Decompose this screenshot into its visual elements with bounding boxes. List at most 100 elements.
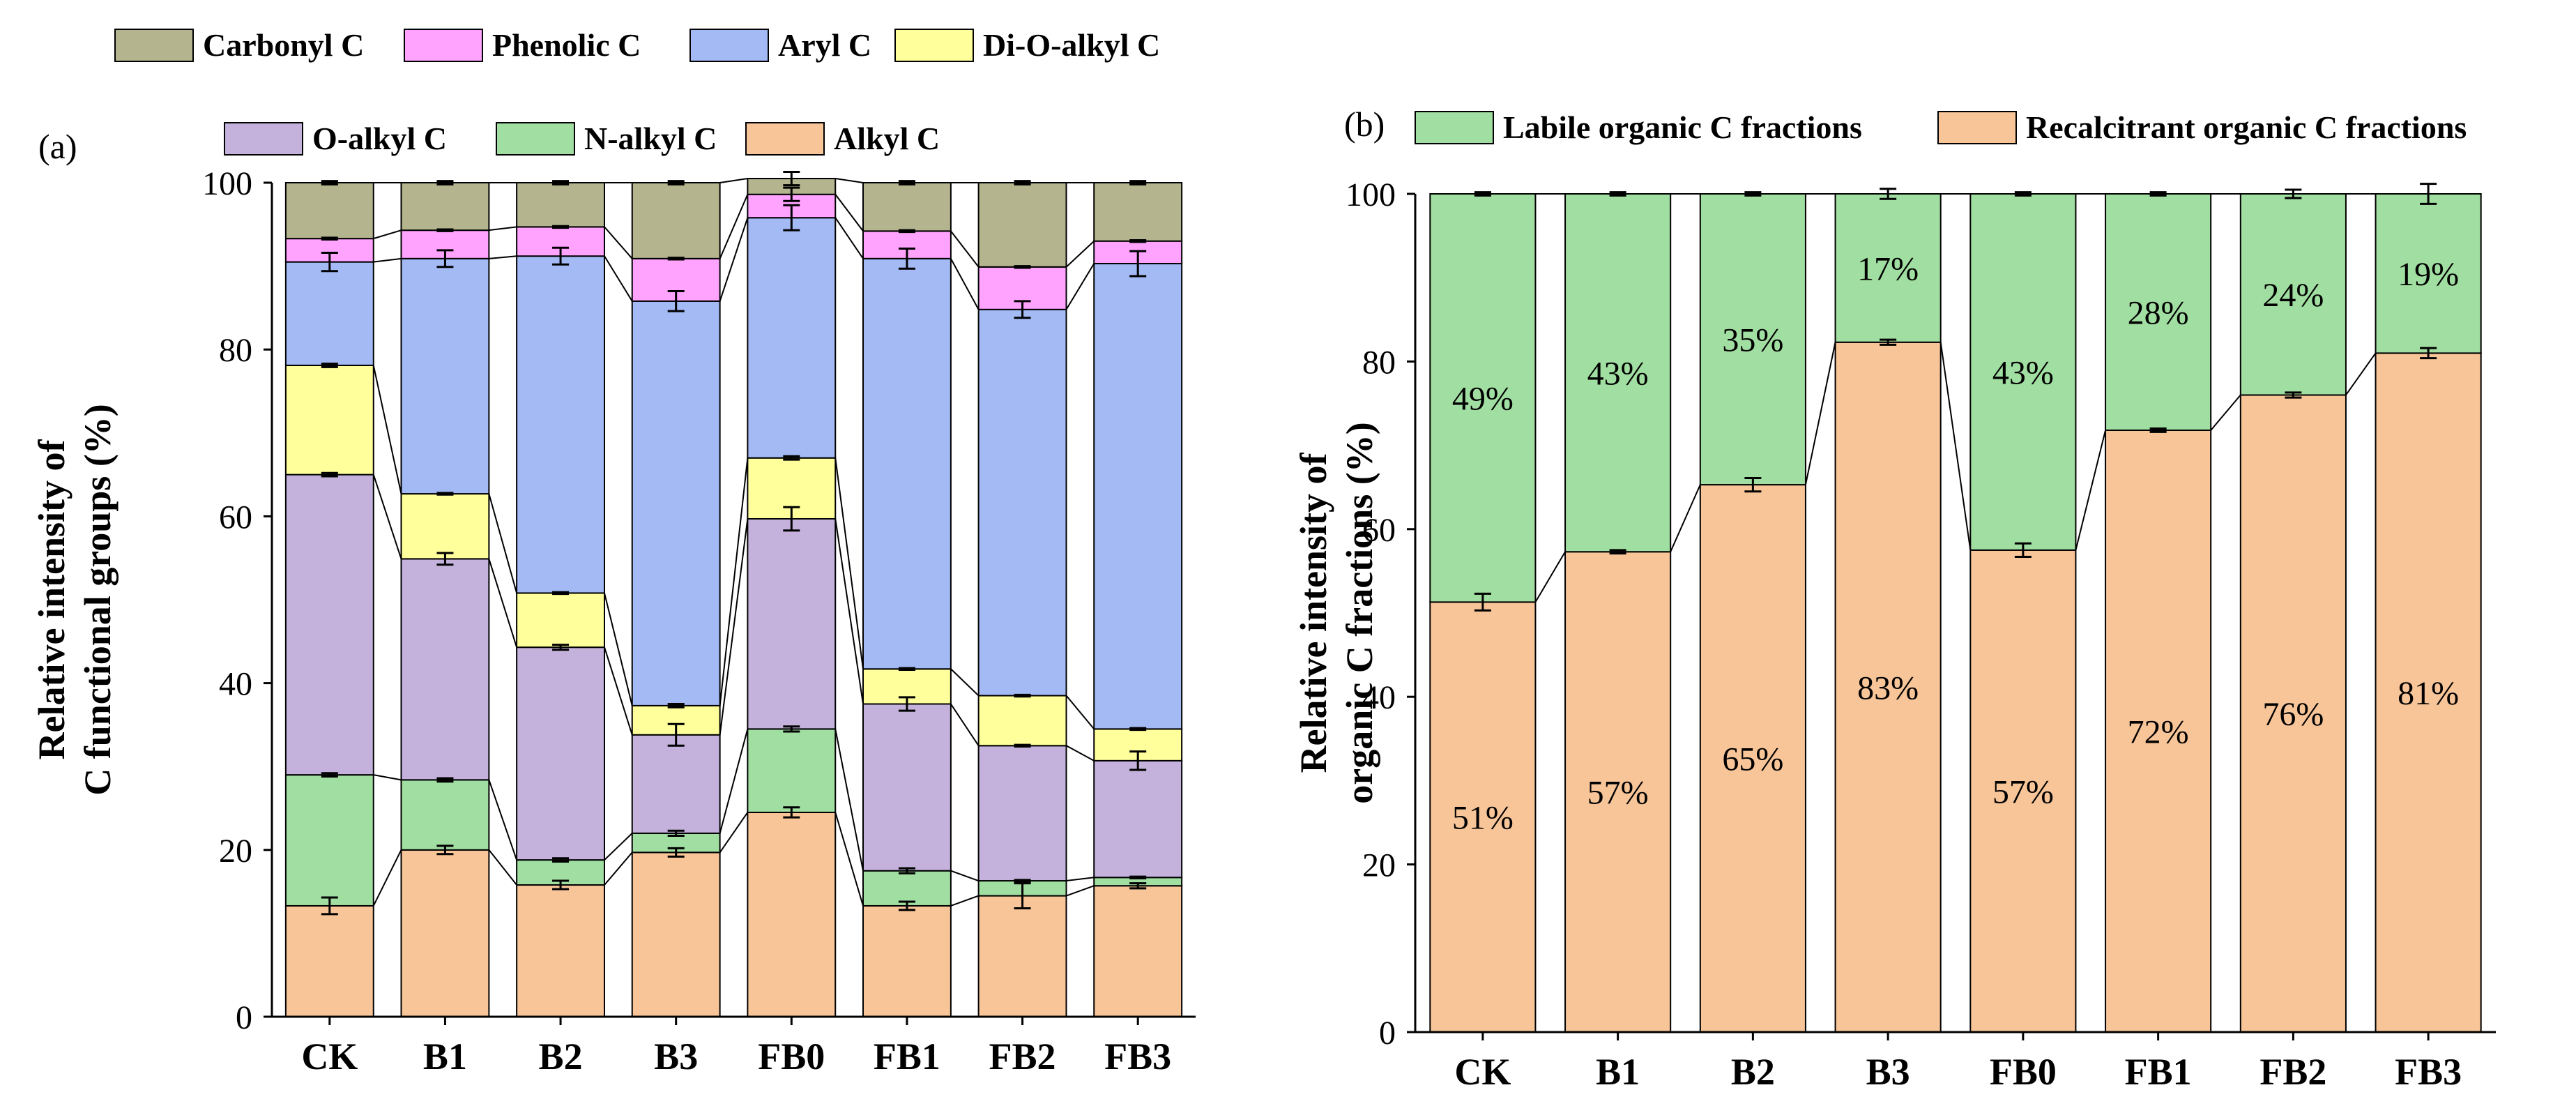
- b-connector-recalcitrant-organic-c-fractions-5: [2075, 430, 2107, 551]
- a-connector-n-alkyl-c-1: [373, 774, 402, 781]
- a-bar-aryl-c-fb2: [977, 308, 1067, 697]
- a-legend-label-carbonyl-c: Carbonyl C: [203, 27, 364, 63]
- b-connector-recalcitrant-organic-c-fractions-2: [1670, 484, 1701, 552]
- a-connector-o-alkyl-c-1: [372, 474, 402, 559]
- a-connector-phenolic-c-2: [489, 226, 517, 232]
- b-ytick-label-100: 100: [1346, 176, 1396, 213]
- b-xtick-label-b2: B2: [1731, 1051, 1775, 1093]
- a-bar-aryl-c-fb1: [862, 257, 952, 670]
- a-connector-phenolic-c-3: [604, 226, 633, 259]
- a-y-axis-title-line-1: Relative intensity of: [31, 439, 73, 760]
- b-label-labile-organic-c-fractions-fb0: 43%: [1992, 354, 2054, 391]
- a-bar-di-o-alkyl-c-b1: [400, 493, 490, 560]
- a-connector-di-o-alkyl-c-5: [834, 457, 864, 669]
- b-bar-recalcitrant-organic-c-fractions-fb2: [2239, 394, 2347, 1033]
- b-bar-recalcitrant-organic-c-fractions-b3: [1834, 341, 1942, 1033]
- a-bar-aryl-c-b3: [631, 300, 721, 706]
- a-legend-label-n-alkyl-c: N-alkyl C: [584, 121, 717, 156]
- a-legend-label-di-o-alkyl-c: Di-O-alkyl C: [983, 27, 1160, 63]
- a-legend-label-alkyl-c: Alkyl C: [834, 121, 940, 156]
- a-connector-di-o-alkyl-c-4: [719, 457, 749, 706]
- a-bar-alkyl-c-fb1: [862, 904, 952, 1017]
- a-ytick-label-60: 60: [219, 499, 252, 536]
- a-legend-swatch-aryl-c: [689, 29, 769, 62]
- b-legend-label-labile-organic-c-fractions: Labile organic C fractions: [1503, 109, 1862, 145]
- a-connector-n-alkyl-c-6: [950, 870, 979, 881]
- a-bar-o-alkyl-c-b1: [400, 558, 490, 781]
- a-legend-label-phenolic-c: Phenolic C: [492, 27, 641, 63]
- a-connector-carbonyl-c-4: [719, 178, 748, 183]
- b-panel-label: (b): [1344, 105, 1385, 144]
- b-bar-labile-organic-c-fractions-b2: [1699, 193, 1806, 486]
- a-bar-di-o-alkyl-c-b2: [516, 592, 605, 649]
- b-label-labile-organic-c-fractions-b1: 43%: [1587, 356, 1649, 393]
- b-xtick-label-fb2: FB2: [2259, 1051, 2326, 1093]
- a-connector-n-alkyl-c-5: [834, 729, 864, 871]
- a-connector-aryl-c-5: [834, 217, 864, 259]
- a-bar-carbonyl-c-b2: [516, 182, 605, 228]
- b-legend-swatch-labile-organic-c-fractions: [1415, 111, 1494, 144]
- a-bar-alkyl-c-ck: [284, 904, 374, 1017]
- a-bar-n-alkyl-c-b1: [400, 779, 490, 851]
- a-legend-label-o-alkyl-c: O-alkyl C: [312, 121, 447, 156]
- a-connector-phenolic-c-4: [719, 194, 749, 259]
- b-label-recalcitrant-organic-c-fractions-b2: 65%: [1722, 741, 1783, 778]
- a-bar-o-alkyl-c-ck: [284, 474, 374, 776]
- a-bar-carbonyl-c-b3: [631, 182, 721, 259]
- a-connector-aryl-c-1: [373, 257, 402, 263]
- a-connector-o-alkyl-c-6: [950, 703, 980, 746]
- a-connector-di-o-alkyl-c-6: [950, 668, 980, 697]
- a-connector-aryl-c-6: [950, 258, 980, 310]
- a-connector-di-o-alkyl-c-1: [372, 365, 402, 494]
- a-legend-swatch-alkyl-c: [745, 122, 825, 156]
- a-xtick-label-b3: B3: [654, 1036, 698, 1077]
- b-xtick-label-fb3: FB3: [2395, 1051, 2462, 1093]
- b-bar-recalcitrant-organic-c-fractions-fb0: [1969, 549, 2077, 1033]
- b-label-recalcitrant-organic-c-fractions-fb2: 76%: [2262, 696, 2324, 733]
- b-ytick-label-60: 60: [1362, 512, 1396, 549]
- b-bar-recalcitrant-organic-c-fractions-fb3: [2375, 352, 2482, 1033]
- a-connector-o-alkyl-c-3: [604, 646, 633, 736]
- a-bar-alkyl-c-b1: [400, 849, 490, 1018]
- a-connector-alkyl-c-4: [719, 812, 749, 853]
- b-legend-label-recalcitrant-organic-c-fractions: Recalcitrant organic C fractions: [2026, 109, 2467, 145]
- a-bar-aryl-c-fb0: [747, 217, 837, 459]
- a-connector-aryl-c-7: [1065, 263, 1095, 310]
- a-xtick-label-b1: B1: [423, 1036, 467, 1077]
- b-ytick-label-80: 80: [1362, 344, 1396, 381]
- a-bar-carbonyl-c-b1: [400, 182, 490, 232]
- a-connector-o-alkyl-c-4: [719, 518, 749, 735]
- a-bar-o-alkyl-c-fb3: [1093, 759, 1183, 879]
- a-connector-phenolic-c-7: [1065, 240, 1095, 268]
- b-label-labile-organic-c-fractions-b3: 17%: [1857, 250, 1919, 287]
- a-connector-alkyl-c-2: [488, 849, 517, 886]
- a-bar-n-alkyl-c-fb0: [747, 728, 837, 813]
- a-bar-alkyl-c-b3: [631, 851, 721, 1017]
- a-legend-swatch-carbonyl-c: [114, 29, 194, 62]
- a-xtick-label-fb3: FB3: [1104, 1036, 1171, 1077]
- b-connector-recalcitrant-organic-c-fractions-4: [1939, 342, 1972, 550]
- a-bar-carbonyl-c-fb3: [1093, 182, 1183, 242]
- a-connector-n-alkyl-c-2: [488, 780, 518, 861]
- b-y-axis-title: Relative intensity of organic C fractions…: [1293, 422, 1380, 803]
- a-connector-alkyl-c-1: [372, 849, 402, 907]
- a-connector-carbonyl-c-5: [835, 178, 864, 183]
- a-y-axis-title: Relative intensity of C functional groups…: [31, 404, 119, 796]
- a-bar-alkyl-c-fb2: [977, 895, 1067, 1017]
- b-label-labile-organic-c-fractions-fb3: 19%: [2398, 256, 2459, 293]
- a-connector-aryl-c-4: [719, 217, 749, 302]
- a-connector-phenolic-c-6: [950, 230, 980, 268]
- a-connector-phenolic-c-1: [373, 229, 402, 240]
- a-ytick-label-100: 100: [202, 165, 252, 202]
- b-bar-labile-organic-c-fractions-fb2: [2239, 193, 2347, 396]
- a-connector-alkyl-c-7: [1066, 885, 1095, 897]
- panel-b-chart: 51% 57% 65% 83% 57% 72% 76% 81% 49% 43% 35% 17% 43% 2…: [1293, 105, 2496, 1093]
- a-connector-o-alkyl-c-2: [488, 559, 518, 648]
- a-xtick-label-ck: CK: [301, 1036, 358, 1077]
- a-bar-di-o-alkyl-c-fb2: [977, 695, 1067, 747]
- a-bar-o-alkyl-c-fb2: [977, 745, 1067, 882]
- a-bar-o-alkyl-c-fb0: [747, 517, 837, 730]
- a-connector-di-o-alkyl-c-3: [604, 593, 633, 706]
- b-connector-recalcitrant-organic-c-fractions-6: [2210, 394, 2241, 431]
